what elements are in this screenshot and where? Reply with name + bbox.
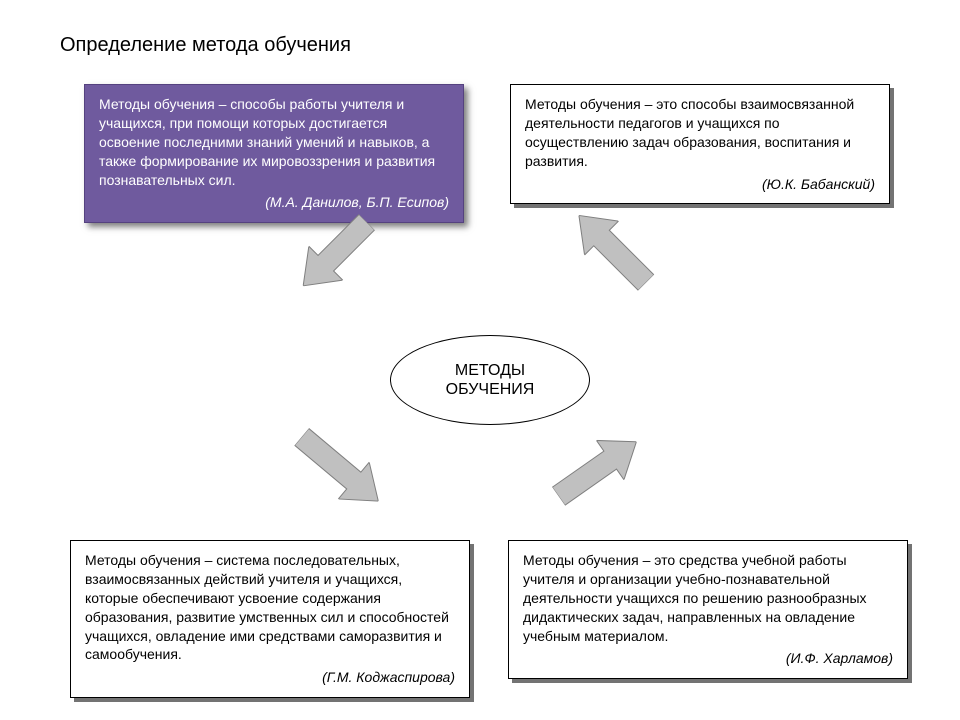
arrow-bottom-right	[545, 422, 650, 516]
definition-author: (И.Ф. Харламов)	[523, 649, 893, 668]
definition-text: Методы обучения – способы работы учителя…	[99, 95, 449, 189]
definition-author: (М.А. Данилов, Б.П. Есипов)	[99, 193, 449, 212]
arrow-top-right	[562, 198, 663, 299]
definition-author: (Ю.К. Бабанский)	[525, 175, 875, 194]
definition-box-bottom-left: Методы обучения – система последовательн…	[70, 540, 470, 698]
definition-box-top-right: Методы обучения – это способы взаимосвяз…	[510, 84, 890, 204]
definition-box-top-left: Методы обучения – способы работы учителя…	[84, 84, 464, 223]
center-label: МЕТОДЫ ОБУЧЕНИЯ	[446, 361, 535, 399]
center-ellipse: МЕТОДЫ ОБУЧЕНИЯ	[390, 335, 590, 425]
definition-text: Методы обучения – система последовательн…	[85, 551, 455, 664]
definition-box-bottom-right: Методы обучения – это средства учебной р…	[508, 540, 908, 679]
page-title: Определение метода обучения	[60, 34, 351, 57]
center-line2: ОБУЧЕНИЯ	[446, 381, 535, 398]
definition-text: Методы обучения – это средства учебной р…	[523, 551, 893, 645]
definition-text: Методы обучения – это способы взаимосвяз…	[525, 95, 875, 171]
definition-author: (Г.М. Коджаспирова)	[85, 668, 455, 687]
center-line1: МЕТОДЫ	[455, 362, 525, 379]
arrow-bottom-left	[286, 418, 393, 519]
